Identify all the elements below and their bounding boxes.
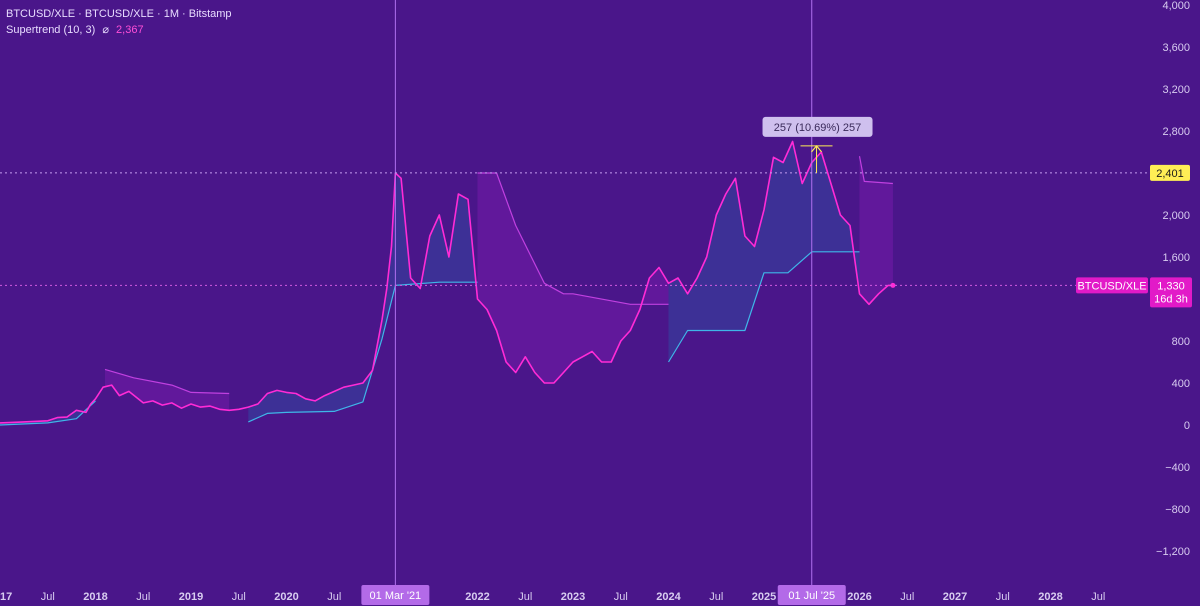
x-tick-label: 2020 [274, 591, 298, 603]
y-tick-label: 3,200 [1162, 84, 1190, 96]
y-tick-label: 4,000 [1162, 0, 1190, 12]
symbol-title: BTCUSD/XLE · BTCUSD/XLE · 1M · Bitstamp [6, 8, 232, 20]
x-tick-label: 2027 [943, 591, 967, 603]
price-line [0, 140, 893, 424]
x-tick-label: Jul [232, 591, 246, 603]
x-tick-label: Jul [709, 591, 723, 603]
chart-legend: BTCUSD/XLE · BTCUSD/XLE · 1M · Bitstamp … [6, 6, 232, 38]
x-tick-label: 2028 [1038, 591, 1062, 603]
crosshair-date-label: 01 Jul '25 [788, 590, 835, 602]
measure-tool[interactable]: 257 (10.69%) 257 [762, 116, 873, 173]
x-tick-label: Jul [900, 591, 914, 603]
supertrend-down-line-2 [858, 156, 893, 185]
x-tick-label: Jul [327, 591, 341, 603]
chart-overlays: 01 Mar '21 01 Jul '25 2,401 BTCUSD/XLE 1,330… [361, 116, 1192, 605]
y-tick-label: 3,600 [1162, 42, 1190, 54]
supertrend-down-fill-1 [477, 173, 669, 383]
crosshair-date-label: 01 Mar '21 [370, 590, 422, 602]
last-price-dot [890, 282, 896, 288]
x-tick-label: Jul [1091, 591, 1105, 603]
y-axis[interactable]: 4,000 3,600 3,200 2,800 2,000 1,600 800 400 0 −40… [1156, 0, 1190, 558]
legend-symbol-row[interactable]: BTCUSD/XLE · BTCUSD/XLE · 1M · Bitstamp [6, 6, 232, 22]
x-tick-label: Jul [614, 591, 628, 603]
indicator-name: Supertrend (10, 3) [6, 24, 96, 36]
x-tick-label: Jul [518, 591, 532, 603]
supertrend-fills [0, 141, 893, 425]
symbol-name-badge-bg [1076, 277, 1148, 294]
supertrend-down-line-0 [104, 368, 230, 395]
supertrend-up-line-1 [248, 281, 478, 423]
x-tick-label: Jul [136, 591, 150, 603]
high-price-badge-bg [1150, 164, 1190, 181]
y-tick-label: 0 [1184, 420, 1190, 432]
supertrend-up-line-0 [0, 400, 96, 426]
y-tick-label: 2,000 [1162, 210, 1190, 222]
supertrend-down-line-1 [477, 172, 669, 305]
y-tick-label: −400 [1165, 462, 1190, 474]
x-tick-label: Jul [996, 591, 1010, 603]
supertrend-up-fill-1 [248, 174, 478, 422]
y-tick-label: 1,600 [1162, 252, 1190, 264]
crosshair-date-badge: 01 Jul '25 [777, 585, 846, 605]
x-tick-label: 2022 [465, 591, 489, 603]
x-tick-label: 2019 [179, 591, 203, 603]
symbol-name-badge-label: BTCUSD/XLE [1077, 280, 1146, 292]
high-price-badge-label: 2,401 [1156, 168, 1184, 180]
y-tick-label: 2,800 [1162, 126, 1190, 138]
supertrend-down-fill-0 [105, 369, 230, 411]
y-tick-label: −1,200 [1156, 546, 1190, 558]
crosshair-date-bg [777, 585, 846, 605]
legend-indicator-row[interactable]: Supertrend (10, 3) ⌀ 2,367 [6, 22, 232, 38]
x-tick-label: 2018 [83, 591, 107, 603]
y-tick-label: 800 [1172, 336, 1190, 348]
x-tick-label: 2024 [656, 591, 681, 603]
eye-off-icon[interactable]: ⌀ [102, 24, 109, 36]
x-tick-label: 2023 [561, 591, 585, 603]
last-price-badge-label: 1,330 [1157, 280, 1185, 292]
y-tick-label: −800 [1165, 504, 1190, 516]
supertrend-down-fill-2 [859, 156, 893, 305]
measure-arrow-icon [811, 144, 822, 153]
supertrend-up-fill-0 [0, 398, 96, 425]
crosshair-date-badge: 01 Mar '21 [361, 585, 430, 605]
high-price-badge: 2,401 [1150, 164, 1190, 181]
x-tick-label: 2017 [0, 591, 12, 603]
last-price-badge-bg [1150, 277, 1192, 308]
indicator-value: 2,367 [116, 24, 144, 36]
measure-label: 257 (10.69%) 257 [774, 122, 861, 134]
countdown-label: 16d 3h [1154, 293, 1188, 305]
crosshair-date-bg [361, 585, 430, 605]
x-tick-label: 2026 [847, 591, 871, 603]
y-tick-label: 400 [1172, 378, 1190, 390]
x-tick-label: Jul [41, 591, 55, 603]
reference-lines [0, 0, 1148, 585]
x-tick-label: 2025 [752, 591, 776, 603]
measure-label-bg [762, 116, 873, 137]
x-axis[interactable]: 2017 Jul 2018 Jul 2019 Jul 2020 Jul 2022 Jul 2023 J… [0, 591, 1105, 603]
